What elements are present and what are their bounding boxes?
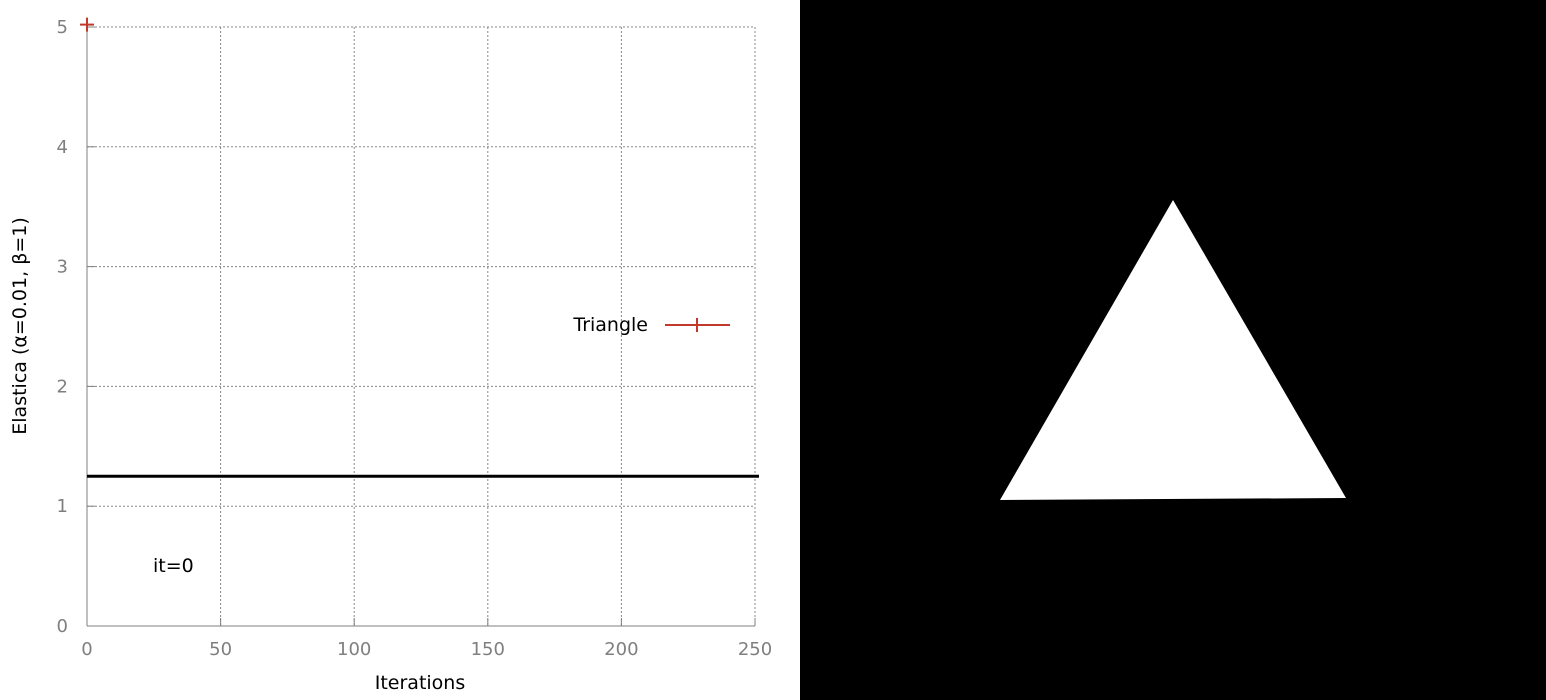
grid bbox=[87, 26, 756, 626]
tick-labels: 0 50 100 150 200 250 0 1 2 3 4 5 bbox=[57, 17, 773, 660]
iteration-annotation: it=0 bbox=[153, 555, 194, 577]
legend-label: Triangle bbox=[572, 314, 648, 336]
data-points bbox=[80, 17, 94, 32]
legend: Triangle bbox=[572, 314, 730, 336]
data-point bbox=[80, 17, 94, 32]
chart-svg: 0 50 100 150 200 250 0 1 2 3 4 5 it=0 Triangle Iter… bbox=[9, 17, 773, 694]
y-tick-label: 2 bbox=[57, 376, 68, 397]
elastica-plot: 0 50 100 150 200 250 0 1 2 3 4 5 it=0 Triangle Iter… bbox=[9, 17, 773, 694]
x-axis-title: Iterations bbox=[375, 672, 466, 694]
y-tick-label: 0 bbox=[57, 616, 68, 637]
shape-image-panel bbox=[800, 0, 1546, 700]
x-tick-label: 250 bbox=[738, 639, 772, 660]
y-axis-title: Elastica (α=0.01, β=1) bbox=[9, 217, 31, 434]
x-tick-label: 100 bbox=[337, 639, 371, 660]
y-tick-label: 4 bbox=[57, 137, 68, 158]
shape-image bbox=[1000, 200, 1346, 500]
x-tick-label: 200 bbox=[604, 639, 638, 660]
x-tick-label: 0 bbox=[81, 639, 92, 660]
y-tick-label: 3 bbox=[57, 257, 68, 278]
y-tick-label: 1 bbox=[57, 496, 68, 517]
x-tick-label: 50 bbox=[209, 639, 232, 660]
y-tick-label: 5 bbox=[57, 17, 68, 38]
x-tick-label: 150 bbox=[471, 639, 505, 660]
axes bbox=[86, 26, 756, 627]
triangle-shape bbox=[1000, 200, 1346, 500]
